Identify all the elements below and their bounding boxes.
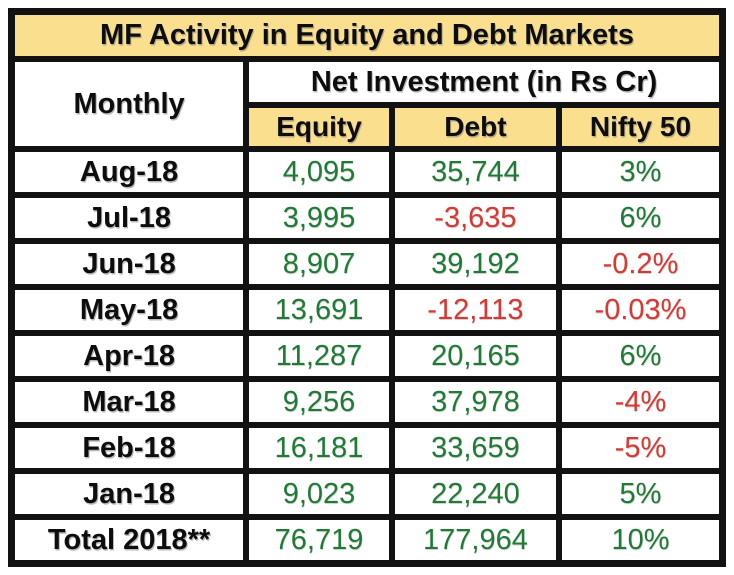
mf-activity-table: MF Activity in Equity and Debt Markets M… — [8, 8, 726, 567]
table-row: Jul-18 3,995 -3,635 6% — [8, 192, 726, 244]
column-header-monthly: Monthly — [8, 56, 250, 152]
sub-header-row: Equity Debt Nifty 50 — [12, 102, 726, 152]
debt-value-cell: 35,744 — [388, 146, 562, 198]
month-cell: Feb-18 — [8, 422, 250, 474]
equity-value-cell: 8,907 — [243, 238, 395, 290]
nifty50-value-cell: -0.03% — [555, 284, 726, 336]
equity-value-cell: 13,691 — [243, 284, 395, 336]
table-title: MF Activity in Equity and Debt Markets — [8, 8, 726, 62]
table-body: Aug-18 4,095 35,744 3% Jul-18 3,995 -3,6… — [8, 146, 726, 567]
debt-value-cell: -3,635 — [388, 192, 562, 244]
column-header-nifty50: Nifty 50 — [555, 102, 726, 152]
column-header-debt: Debt — [388, 102, 562, 152]
debt-value-cell: 37,978 — [388, 376, 562, 428]
equity-value-cell: 9,023 — [243, 468, 395, 520]
table-row: Total 2018** 76,719 177,964 10% — [8, 514, 726, 567]
nifty50-value-cell: 5% — [555, 468, 726, 520]
equity-value-cell: 3,995 — [243, 192, 395, 244]
nifty50-value-cell: -4% — [555, 376, 726, 428]
column-group-header-net-investment: Net Investment (in Rs Cr) — [243, 56, 726, 108]
debt-value-cell: -12,113 — [388, 284, 562, 336]
debt-value-cell: 20,165 — [388, 330, 562, 382]
equity-value-cell: 76,719 — [243, 514, 395, 567]
debt-value-cell: 33,659 — [388, 422, 562, 474]
table-row: May-18 13,691 -12,113 -0.03% — [8, 284, 726, 336]
table-row: Feb-18 16,181 33,659 -5% — [8, 422, 726, 474]
month-cell: May-18 — [8, 284, 250, 336]
month-cell: Jan-18 — [8, 468, 250, 520]
nifty50-value-cell: 6% — [555, 192, 726, 244]
month-cell: Total 2018** — [8, 514, 250, 567]
equity-value-cell: 4,095 — [243, 146, 395, 198]
nifty50-value-cell: 10% — [555, 514, 726, 567]
month-cell: Aug-18 — [8, 146, 250, 198]
month-cell: Mar-18 — [8, 376, 250, 428]
table-row: Jun-18 8,907 39,192 -0.2% — [8, 238, 726, 290]
equity-value-cell: 16,181 — [243, 422, 395, 474]
column-header-equity: Equity — [243, 102, 395, 152]
equity-value-cell: 11,287 — [243, 330, 395, 382]
table-row: Apr-18 11,287 20,165 6% — [8, 330, 726, 382]
month-cell: Apr-18 — [8, 330, 250, 382]
month-cell: Jul-18 — [8, 192, 250, 244]
mf-activity-table-wrap: MF Activity in Equity and Debt Markets M… — [8, 8, 726, 567]
debt-value-cell: 22,240 — [388, 468, 562, 520]
nifty50-value-cell: 3% — [555, 146, 726, 198]
table-row: Jan-18 9,023 22,240 5% — [8, 468, 726, 520]
group-header-row: Monthly Net Investment (in Rs Cr) — [8, 56, 726, 152]
table-header: MF Activity in Equity and Debt Markets M… — [8, 8, 726, 152]
title-row: MF Activity in Equity and Debt Markets — [8, 8, 726, 62]
month-cell: Jun-18 — [8, 238, 250, 290]
equity-value-cell: 9,256 — [243, 376, 395, 428]
debt-value-cell: 39,192 — [388, 238, 562, 290]
table-row: Mar-18 9,256 37,978 -4% — [8, 376, 726, 428]
nifty50-value-cell: -0.2% — [555, 238, 726, 290]
nifty50-value-cell: -5% — [555, 422, 726, 474]
table-row: Aug-18 4,095 35,744 3% — [8, 146, 726, 198]
nifty50-value-cell: 6% — [555, 330, 726, 382]
debt-value-cell: 177,964 — [388, 514, 562, 567]
